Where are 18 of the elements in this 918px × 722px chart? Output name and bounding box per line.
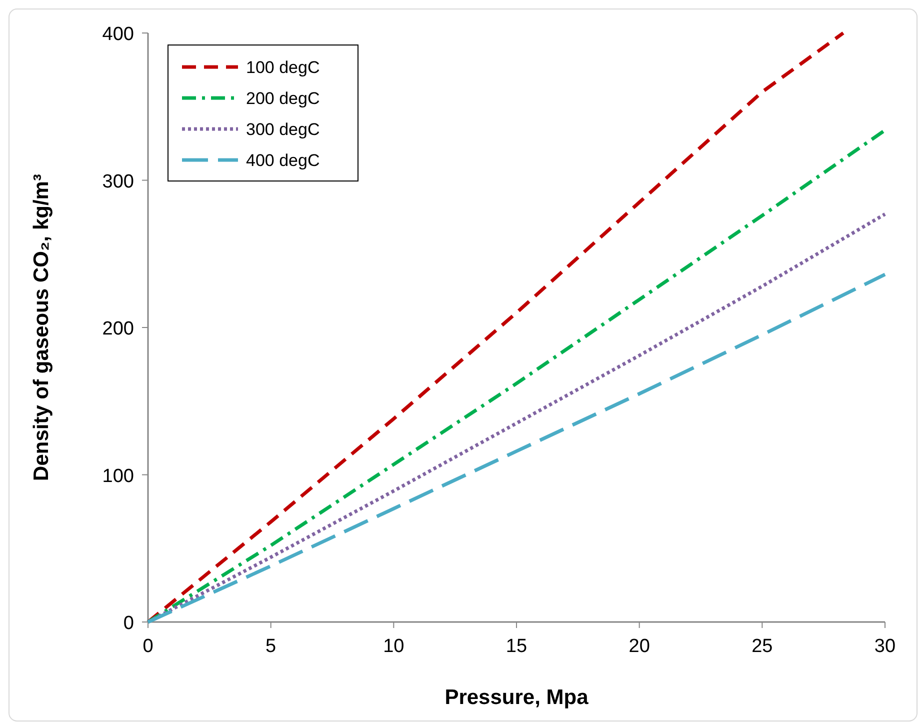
y-tick-label: 100 <box>102 466 134 487</box>
x-tick-label: 15 <box>506 636 528 657</box>
x-tick-label: 30 <box>874 636 896 657</box>
y-tick-label: 0 <box>123 613 134 634</box>
x-tick-label: 10 <box>383 636 404 657</box>
x-axis-title: Pressure, Mpa <box>444 686 589 709</box>
x-tick-label: 25 <box>752 636 773 657</box>
x-tick-label: 20 <box>628 636 650 657</box>
y-tick-label: 400 <box>102 24 134 45</box>
x-tick-label: 0 <box>142 636 154 657</box>
legend-label: 400 degC <box>246 151 320 170</box>
x-tick-label: 5 <box>266 636 276 657</box>
legend-label: 300 degC <box>246 120 320 139</box>
y-axis-title: Density of gaseous CO₂, kg/m³ <box>30 174 53 481</box>
legend-label: 100 degC <box>246 58 320 77</box>
legend-label: 200 degC <box>246 89 320 108</box>
y-tick-label: 200 <box>102 318 134 340</box>
y-tick-label: 300 <box>102 171 134 192</box>
